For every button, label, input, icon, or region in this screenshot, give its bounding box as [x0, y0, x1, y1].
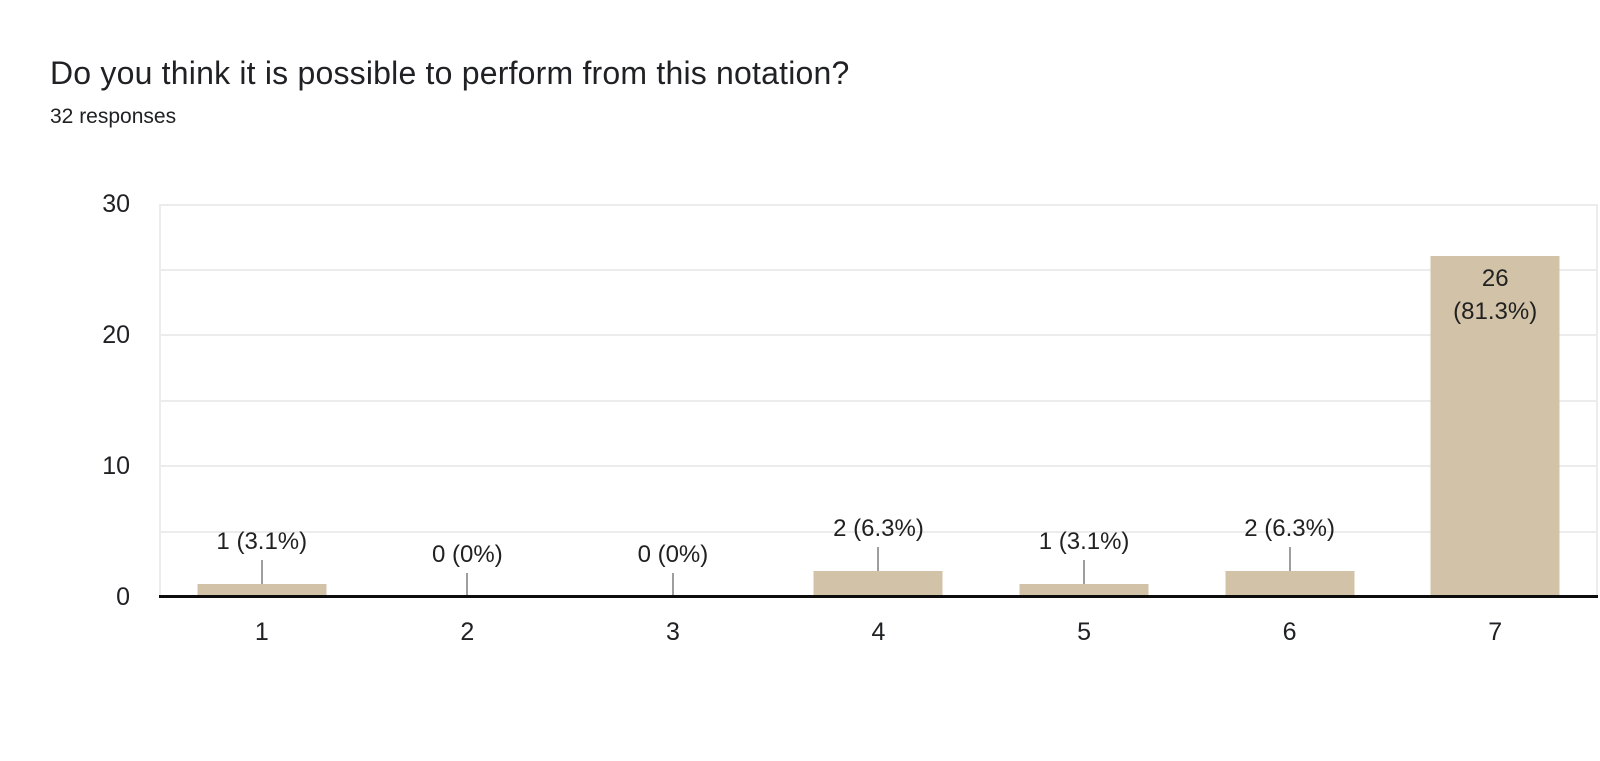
plot-border-right	[1596, 204, 1598, 597]
bar-value-label-1: 1 (3.1%)	[216, 528, 308, 555]
bar-value-label-4: 2 (6.3%)	[833, 515, 924, 542]
x-axis-tick-label-1: 1	[254, 618, 269, 646]
category-slot-5: 1 (3.1%) 5	[981, 204, 1187, 646]
x-axis-tick-label-4: 4	[871, 618, 886, 646]
gridline-y-30	[159, 204, 1598, 206]
x-axis-tick-label-6: 6	[1282, 618, 1297, 646]
x-axis-tick-label-7: 7	[1488, 618, 1503, 646]
category-slot-4: 2 (6.3%) 4	[776, 204, 982, 646]
bar-5	[1019, 584, 1149, 597]
category-slot-1: 1 (3.1%) 1	[159, 204, 365, 646]
category-slot-3: 0 (0%) 3	[570, 204, 776, 646]
x-axis-tick-label-3: 3	[665, 618, 680, 646]
bar-value-label-2: 0 (0%)	[432, 541, 503, 568]
bar-4	[813, 571, 943, 597]
y-axis-tick-label: 20	[102, 321, 130, 349]
gridline-y-15	[159, 400, 1598, 402]
annotation-stem-4	[877, 547, 880, 571]
annotation-stem-1	[260, 560, 263, 584]
category-slot-2: 0 (0%) 2	[365, 204, 571, 646]
x-axis-tick-label-2: 2	[460, 618, 475, 646]
bar-value-label-5: 1 (3.1%)	[1038, 528, 1130, 555]
x-axis-tick-label-5: 5	[1077, 618, 1092, 646]
bar-value-label-3: 0 (0%)	[637, 541, 709, 568]
gridline-y-10	[159, 465, 1598, 467]
bar-1	[197, 584, 327, 597]
gridline-y-5	[159, 531, 1598, 533]
response-count: 32 responses	[50, 105, 177, 128]
gridline-y-20	[159, 334, 1598, 336]
bar-chart-plot-area: 0 10 20 30 1 (3.1%) 1 0 (0%) 2 0 (0%) 3 2 (6.3%) 4 1…	[102, 190, 1598, 646]
bar-7	[1430, 256, 1560, 597]
annotation-stem-5	[1083, 560, 1086, 584]
bar-value-label-6: 2 (6.3%)	[1244, 515, 1335, 542]
gridline-y-25	[159, 269, 1598, 271]
plot-border-left	[159, 204, 161, 597]
bar-value-label-7: 26 (81.3%)	[1453, 265, 1538, 325]
x-axis-baseline	[159, 595, 1598, 598]
annotation-stem-2	[466, 573, 469, 597]
annotation-stem-3	[671, 573, 674, 597]
y-axis-tick-label: 10	[102, 452, 130, 480]
y-axis-tick-label: 30	[102, 190, 130, 218]
category-slot-6: 2 (6.3%) 6	[1187, 204, 1393, 646]
bar-6	[1225, 571, 1355, 597]
category-slot-7: 26 (81.3%) 7	[1392, 204, 1598, 646]
y-axis-tick-label: 0	[116, 583, 130, 611]
question-title: Do you think it is possible to perform f…	[50, 55, 850, 91]
annotation-stem-6	[1288, 547, 1291, 571]
